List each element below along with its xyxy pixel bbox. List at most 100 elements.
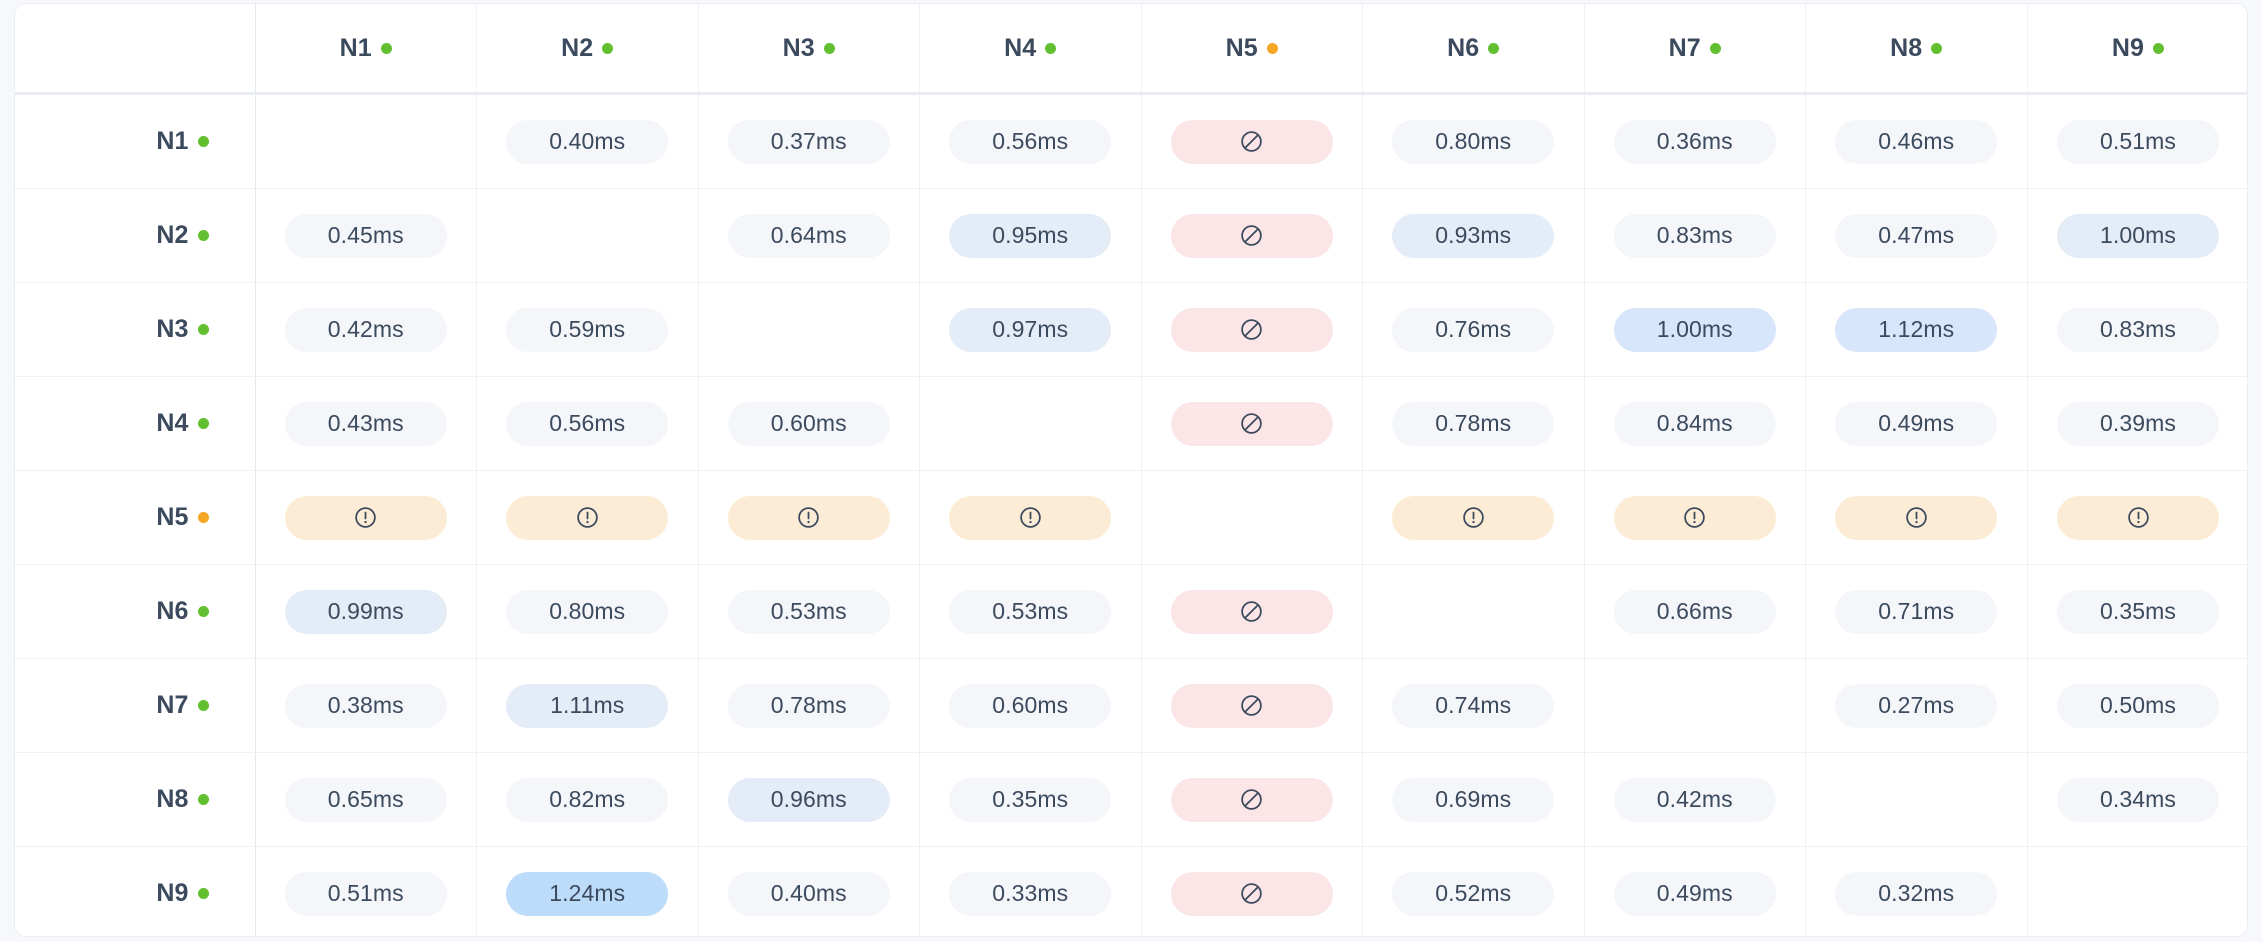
matrix-cell-n7-n3[interactable]: 0.78ms xyxy=(698,658,920,753)
matrix-cell-n6-n5[interactable] xyxy=(1141,564,1363,659)
column-header-label-n5: N5 xyxy=(1226,34,1278,63)
matrix-cell-n3-n8[interactable]: 1.12ms xyxy=(1805,282,2028,377)
column-header-n5[interactable]: N5 xyxy=(1141,4,1363,95)
matrix-cell-n3-n3 xyxy=(698,282,920,377)
row-header-label-n9: N9 xyxy=(156,879,209,908)
matrix-cell-n5-n6[interactable] xyxy=(1362,470,1585,565)
column-header-n6[interactable]: N6 xyxy=(1362,4,1585,95)
matrix-cell-n1-n4[interactable]: 0.56ms xyxy=(919,93,1142,189)
row-header-n1[interactable]: N1 xyxy=(15,93,256,189)
matrix-cell-n4-n3[interactable]: 0.60ms xyxy=(698,376,920,471)
matrix-cell-n3-n7[interactable]: 1.00ms xyxy=(1584,282,1806,377)
matrix-cell-n9-n5[interactable] xyxy=(1141,846,1363,936)
matrix-cell-n2-n3[interactable]: 0.64ms xyxy=(698,188,920,283)
matrix-cell-n3-n4[interactable]: 0.97ms xyxy=(919,282,1142,377)
column-header-n4[interactable]: N4 xyxy=(919,4,1142,95)
node-label-text: N2 xyxy=(561,33,594,62)
matrix-cell-n1-n5[interactable] xyxy=(1141,93,1363,189)
latency-value: 1.24ms xyxy=(549,880,626,906)
matrix-cell-n9-n8[interactable]: 0.32ms xyxy=(1805,846,2028,936)
matrix-cell-n9-n1[interactable]: 0.51ms xyxy=(255,846,477,936)
matrix-cell-n7-n2[interactable]: 1.11ms xyxy=(476,658,699,753)
matrix-cell-n7-n6[interactable]: 0.74ms xyxy=(1362,658,1585,753)
row-header-n3[interactable]: N3 xyxy=(15,282,256,377)
matrix-cell-n1-n8[interactable]: 0.46ms xyxy=(1805,93,2028,189)
matrix-cell-n8-n2[interactable]: 0.82ms xyxy=(476,752,699,847)
latency-pill: 0.38ms xyxy=(284,683,447,728)
matrix-cell-n7-n8[interactable]: 0.27ms xyxy=(1805,658,2028,753)
matrix-cell-n7-n9[interactable]: 0.50ms xyxy=(2027,658,2247,753)
matrix-cell-n9-n2[interactable]: 1.24ms xyxy=(476,846,699,936)
row-header-n5[interactable]: N5 xyxy=(15,470,256,565)
matrix-cell-n9-n6[interactable]: 0.52ms xyxy=(1362,846,1585,936)
matrix-cell-n8-n9[interactable]: 0.34ms xyxy=(2027,752,2247,847)
column-header-n7[interactable]: N7 xyxy=(1584,4,1806,95)
matrix-cell-n5-n8[interactable] xyxy=(1805,470,2028,565)
matrix-cell-n2-n1[interactable]: 0.45ms xyxy=(255,188,477,283)
matrix-cell-n1-n9[interactable]: 0.51ms xyxy=(2027,93,2247,189)
matrix-cell-n6-n8[interactable]: 0.71ms xyxy=(1805,564,2028,659)
matrix-cell-n4-n7[interactable]: 0.84ms xyxy=(1584,376,1806,471)
self-cell-placeholder xyxy=(1171,493,1333,537)
matrix-cell-n2-n4[interactable]: 0.95ms xyxy=(919,188,1142,283)
row-header-n7[interactable]: N7 xyxy=(15,658,256,753)
row-header-n2[interactable]: N2 xyxy=(15,188,256,283)
matrix-cell-n8-n7[interactable]: 0.42ms xyxy=(1584,752,1806,847)
matrix-cell-n8-n5[interactable] xyxy=(1141,752,1363,847)
matrix-cell-n5-n4[interactable] xyxy=(919,470,1142,565)
matrix-cell-n6-n7[interactable]: 0.66ms xyxy=(1584,564,1806,659)
column-header-n9[interactable]: N9 xyxy=(2027,4,2247,95)
matrix-cell-n9-n7[interactable]: 0.49ms xyxy=(1584,846,1806,936)
matrix-cell-n5-n1[interactable] xyxy=(255,470,477,565)
matrix-cell-n8-n4[interactable]: 0.35ms xyxy=(919,752,1142,847)
matrix-cell-n2-n7[interactable]: 0.83ms xyxy=(1584,188,1806,283)
row-header-n9[interactable]: N9 xyxy=(15,846,256,936)
column-header-n1[interactable]: N1 xyxy=(255,4,477,95)
matrix-cell-n5-n3[interactable] xyxy=(698,470,920,565)
matrix-cell-n9-n3[interactable]: 0.40ms xyxy=(698,846,920,936)
row-header-n6[interactable]: N6 xyxy=(15,564,256,659)
latency-pill: 0.96ms xyxy=(727,777,890,822)
matrix-cell-n3-n2[interactable]: 0.59ms xyxy=(476,282,699,377)
matrix-cell-n2-n8[interactable]: 0.47ms xyxy=(1805,188,2028,283)
matrix-cell-n2-n6[interactable]: 0.93ms xyxy=(1362,188,1585,283)
matrix-cell-n3-n1[interactable]: 0.42ms xyxy=(255,282,477,377)
matrix-cell-n6-n2[interactable]: 0.80ms xyxy=(476,564,699,659)
matrix-cell-n6-n4[interactable]: 0.53ms xyxy=(919,564,1142,659)
matrix-cell-n1-n7[interactable]: 0.36ms xyxy=(1584,93,1806,189)
matrix-cell-n2-n9[interactable]: 1.00ms xyxy=(2027,188,2247,283)
matrix-cell-n3-n9[interactable]: 0.83ms xyxy=(2027,282,2247,377)
matrix-cell-n1-n3[interactable]: 0.37ms xyxy=(698,93,920,189)
matrix-cell-n4-n8[interactable]: 0.49ms xyxy=(1805,376,2028,471)
matrix-cell-n6-n1[interactable]: 0.99ms xyxy=(255,564,477,659)
matrix-cell-n6-n3[interactable]: 0.53ms xyxy=(698,564,920,659)
column-header-n8[interactable]: N8 xyxy=(1805,4,2028,95)
matrix-cell-n6-n9[interactable]: 0.35ms xyxy=(2027,564,2247,659)
matrix-row: N7 0.38ms 1.11ms 0.78ms 0.60ms 0.74ms 0.27ms 0.… xyxy=(15,658,2247,753)
column-header-n3[interactable]: N3 xyxy=(698,4,920,95)
blocked-pill xyxy=(1170,213,1333,258)
row-header-n4[interactable]: N4 xyxy=(15,376,256,471)
row-header-n8[interactable]: N8 xyxy=(15,752,256,847)
matrix-cell-n4-n9[interactable]: 0.39ms xyxy=(2027,376,2247,471)
matrix-cell-n3-n6[interactable]: 0.76ms xyxy=(1362,282,1585,377)
matrix-cell-n4-n2[interactable]: 0.56ms xyxy=(476,376,699,471)
matrix-cell-n9-n4[interactable]: 0.33ms xyxy=(919,846,1142,936)
matrix-cell-n5-n7[interactable] xyxy=(1584,470,1806,565)
matrix-cell-n4-n6[interactable]: 0.78ms xyxy=(1362,376,1585,471)
matrix-cell-n7-n4[interactable]: 0.60ms xyxy=(919,658,1142,753)
matrix-cell-n8-n6[interactable]: 0.69ms xyxy=(1362,752,1585,847)
column-header-n2[interactable]: N2 xyxy=(476,4,699,95)
matrix-cell-n1-n6[interactable]: 0.80ms xyxy=(1362,93,1585,189)
matrix-cell-n4-n1[interactable]: 0.43ms xyxy=(255,376,477,471)
matrix-cell-n5-n2[interactable] xyxy=(476,470,699,565)
matrix-cell-n5-n9[interactable] xyxy=(2027,470,2247,565)
matrix-cell-n8-n1[interactable]: 0.65ms xyxy=(255,752,477,847)
matrix-cell-n2-n5[interactable] xyxy=(1141,188,1363,283)
matrix-cell-n7-n1[interactable]: 0.38ms xyxy=(255,658,477,753)
matrix-cell-n8-n3[interactable]: 0.96ms xyxy=(698,752,920,847)
matrix-cell-n4-n5[interactable] xyxy=(1141,376,1363,471)
matrix-cell-n7-n5[interactable] xyxy=(1141,658,1363,753)
matrix-cell-n3-n5[interactable] xyxy=(1141,282,1363,377)
matrix-cell-n1-n2[interactable]: 0.40ms xyxy=(476,93,699,189)
